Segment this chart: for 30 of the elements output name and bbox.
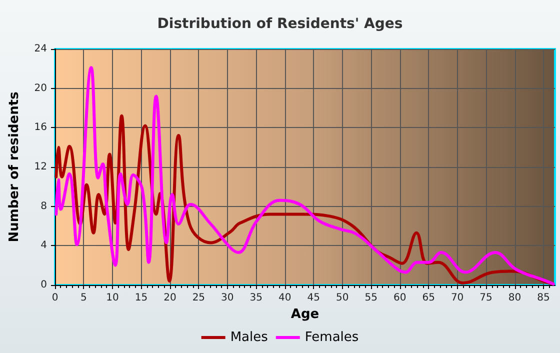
x-tick-label: 45 — [307, 292, 320, 304]
y-tick-label: 8 — [40, 200, 47, 212]
x-tick-label: 10 — [106, 292, 119, 304]
x-tick-label: 50 — [336, 292, 349, 304]
x-tick-label: 70 — [450, 292, 464, 304]
x-tick-label: 15 — [134, 292, 148, 304]
x-tick-label: 35 — [250, 292, 263, 304]
chart-title: Distribution of Residents' Ages — [157, 16, 403, 32]
x-tick-label: 40 — [278, 292, 292, 304]
x-tick-label: 65 — [422, 292, 435, 304]
x-tick-label: 20 — [164, 292, 176, 304]
x-tick-label: 55 — [364, 292, 378, 304]
x-tick-label: 25 — [192, 292, 206, 304]
y-tick-label: 20 — [34, 82, 47, 94]
x-axis-title: Age — [290, 306, 320, 322]
x-tick-label: 0 — [52, 292, 58, 304]
x-tick-label: 30 — [221, 292, 234, 304]
legend-label: Females — [304, 330, 359, 345]
y-tick-label: 16 — [34, 122, 47, 134]
x-tick-label: 85 — [537, 292, 550, 304]
x-tick-label: 75 — [480, 292, 492, 304]
x-tick-label: 80 — [508, 292, 522, 304]
x-tick-label: 5 — [80, 292, 87, 304]
legend-label: Males — [230, 330, 268, 345]
y-tick-label: 12 — [34, 162, 47, 172]
y-axis-title: Number of residents — [7, 91, 22, 242]
y-tick-label: 0 — [40, 280, 47, 290]
x-tick-label: 60 — [393, 292, 406, 304]
y-tick-label: 24 — [34, 44, 47, 54]
y-tick-label: 4 — [40, 240, 47, 252]
